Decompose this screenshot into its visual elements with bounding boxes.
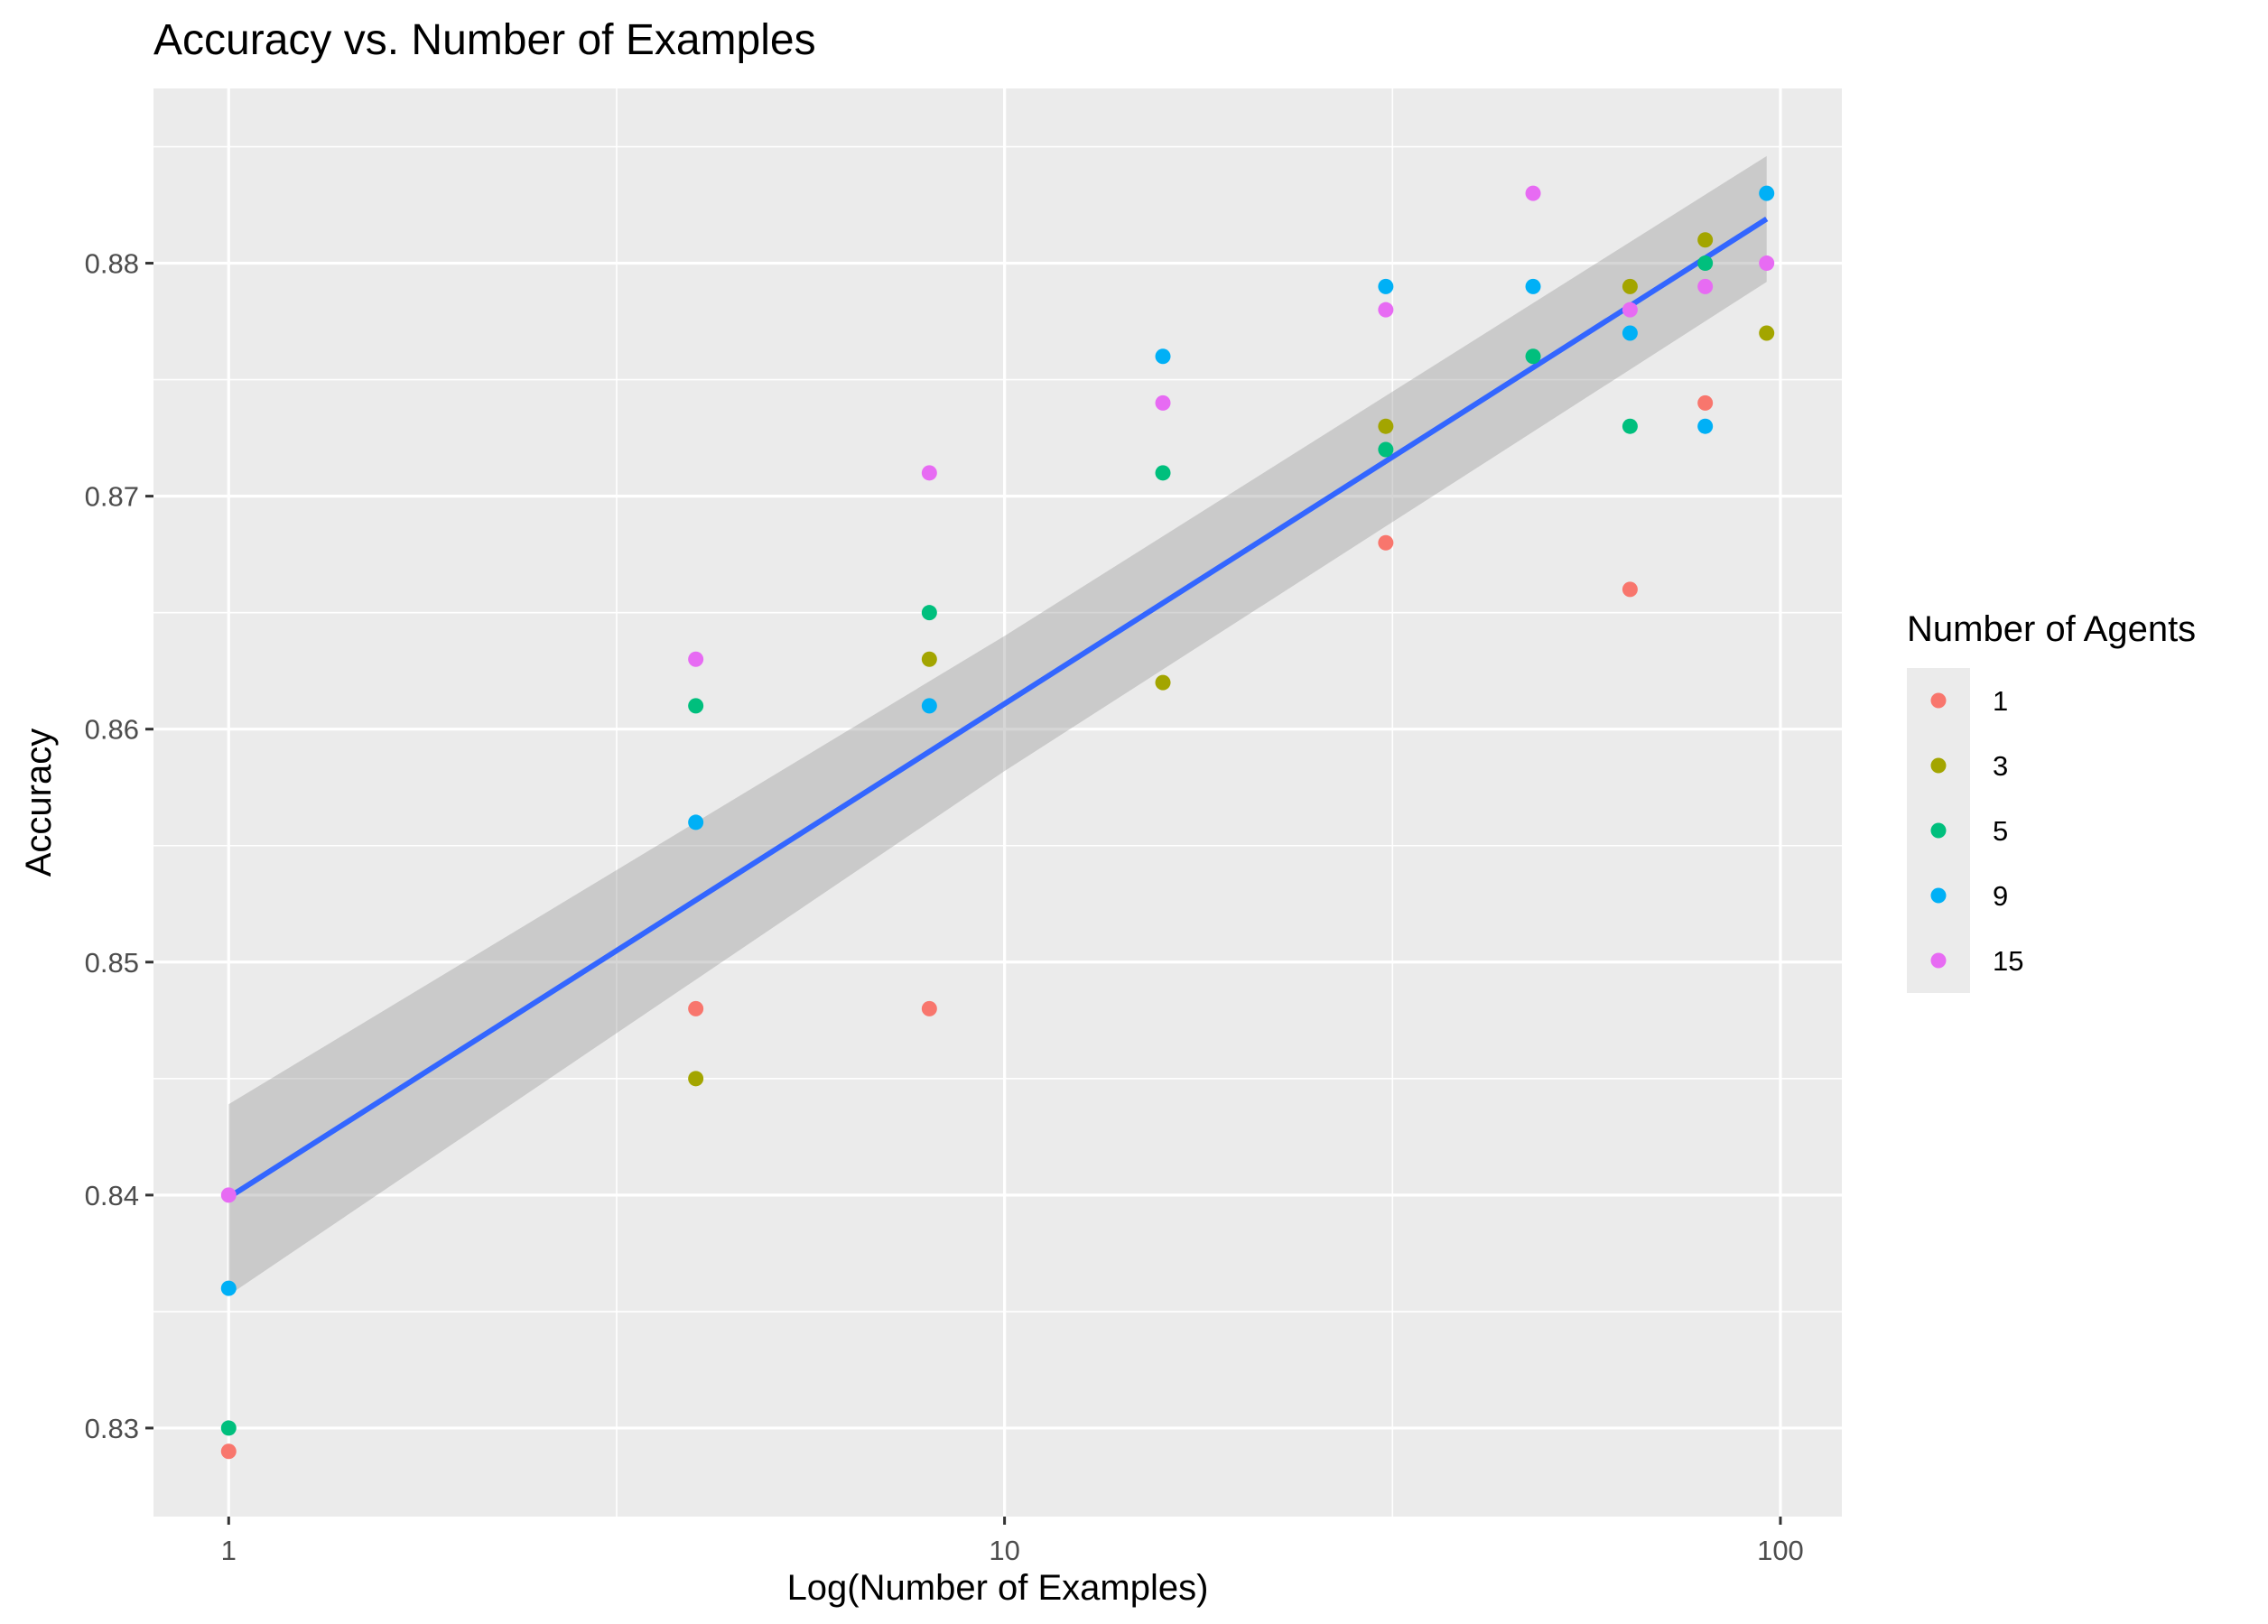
data-point-agents-9 [1378,278,1394,294]
legend-key-agents-5 [1930,822,1947,839]
legend-key-agents-3 [1930,757,1947,774]
data-point-agents-15 [1378,302,1394,318]
data-points-layer [220,185,1775,1460]
data-point-agents-9 [1525,278,1541,294]
major-gridlines [153,88,1842,1517]
data-point-agents-3 [1697,232,1714,248]
chart-title: Accuracy vs. Number of Examples [153,16,816,64]
data-point-agents-3 [921,651,937,667]
data-point-agents-3 [1155,674,1171,691]
data-point-agents-1 [688,1000,704,1016]
y-tick-label: 0.84 [85,1180,139,1211]
data-point-agents-5 [1378,441,1394,458]
data-point-agents-5 [1525,348,1541,365]
legend-label-agents-1: 1 [1993,685,2008,717]
x-axis-title: Log(Number of Examples) [787,1568,1209,1608]
data-point-agents-1 [921,1000,937,1016]
data-point-agents-5 [220,1420,237,1436]
legend-key-agents-9 [1930,887,1947,904]
data-point-agents-3 [1378,418,1394,434]
y-tick-label: 0.85 [85,947,139,979]
data-point-agents-15 [1622,302,1638,318]
data-point-agents-15 [1155,394,1171,411]
data-point-agents-5 [688,698,704,714]
data-point-agents-3 [688,1071,704,1087]
legend-label-agents-3: 3 [1993,750,2008,782]
y-tick-label: 0.86 [85,714,139,746]
data-point-agents-15 [688,651,704,667]
data-point-agents-15 [1525,185,1541,201]
data-point-agents-9 [1622,325,1638,341]
confidence-band [228,155,1767,1295]
legend-label-agents-15: 15 [1993,945,2023,977]
data-point-agents-5 [921,605,937,621]
data-point-agents-1 [1622,581,1638,598]
y-axis: 0.83 0.84 0.85 0.86 0.87 0.88 [85,248,153,1444]
data-point-agents-9 [1697,418,1714,434]
legend-label-agents-5: 5 [1993,815,2008,847]
data-point-agents-5 [1155,465,1171,481]
confidence-band-layer [228,155,1767,1295]
data-point-agents-9 [688,814,704,831]
data-point-agents-3 [1759,325,1775,341]
data-point-agents-1 [1697,394,1714,411]
data-point-agents-9 [220,1280,237,1296]
minor-gridlines [153,88,1842,1517]
x-tick-label: 10 [989,1535,1019,1566]
legend-key-agents-1 [1930,692,1947,709]
data-point-agents-1 [220,1443,237,1460]
legend-title: Number of Agents [1907,609,2196,649]
data-point-agents-9 [1155,348,1171,365]
data-point-agents-15 [921,465,937,481]
data-point-agents-15 [1759,255,1775,272]
data-point-agents-15 [1697,278,1714,294]
y-tick-label: 0.87 [85,481,139,513]
plot-panel [153,88,1842,1517]
data-point-agents-9 [1759,185,1775,201]
x-axis: 1 10 100 [221,1517,1804,1566]
trend-line-layer [227,216,1769,1200]
legend: Number of Agents 1 3 5 9 15 [1907,609,2196,993]
y-axis-title: Accuracy [19,728,59,877]
legend-key-agents-15 [1930,952,1947,969]
data-point-agents-9 [921,698,937,714]
x-tick-label: 100 [1757,1535,1804,1566]
trend-line [227,216,1769,1200]
x-tick-label: 1 [221,1535,237,1566]
data-point-agents-1 [1378,534,1394,551]
y-tick-label: 0.83 [85,1413,139,1444]
data-point-agents-3 [1622,278,1638,294]
y-tick-label: 0.88 [85,248,139,280]
data-point-agents-15 [220,1187,237,1203]
legend-label-agents-9: 9 [1993,880,2008,912]
data-point-agents-5 [1697,255,1714,272]
data-point-agents-5 [1622,418,1638,434]
